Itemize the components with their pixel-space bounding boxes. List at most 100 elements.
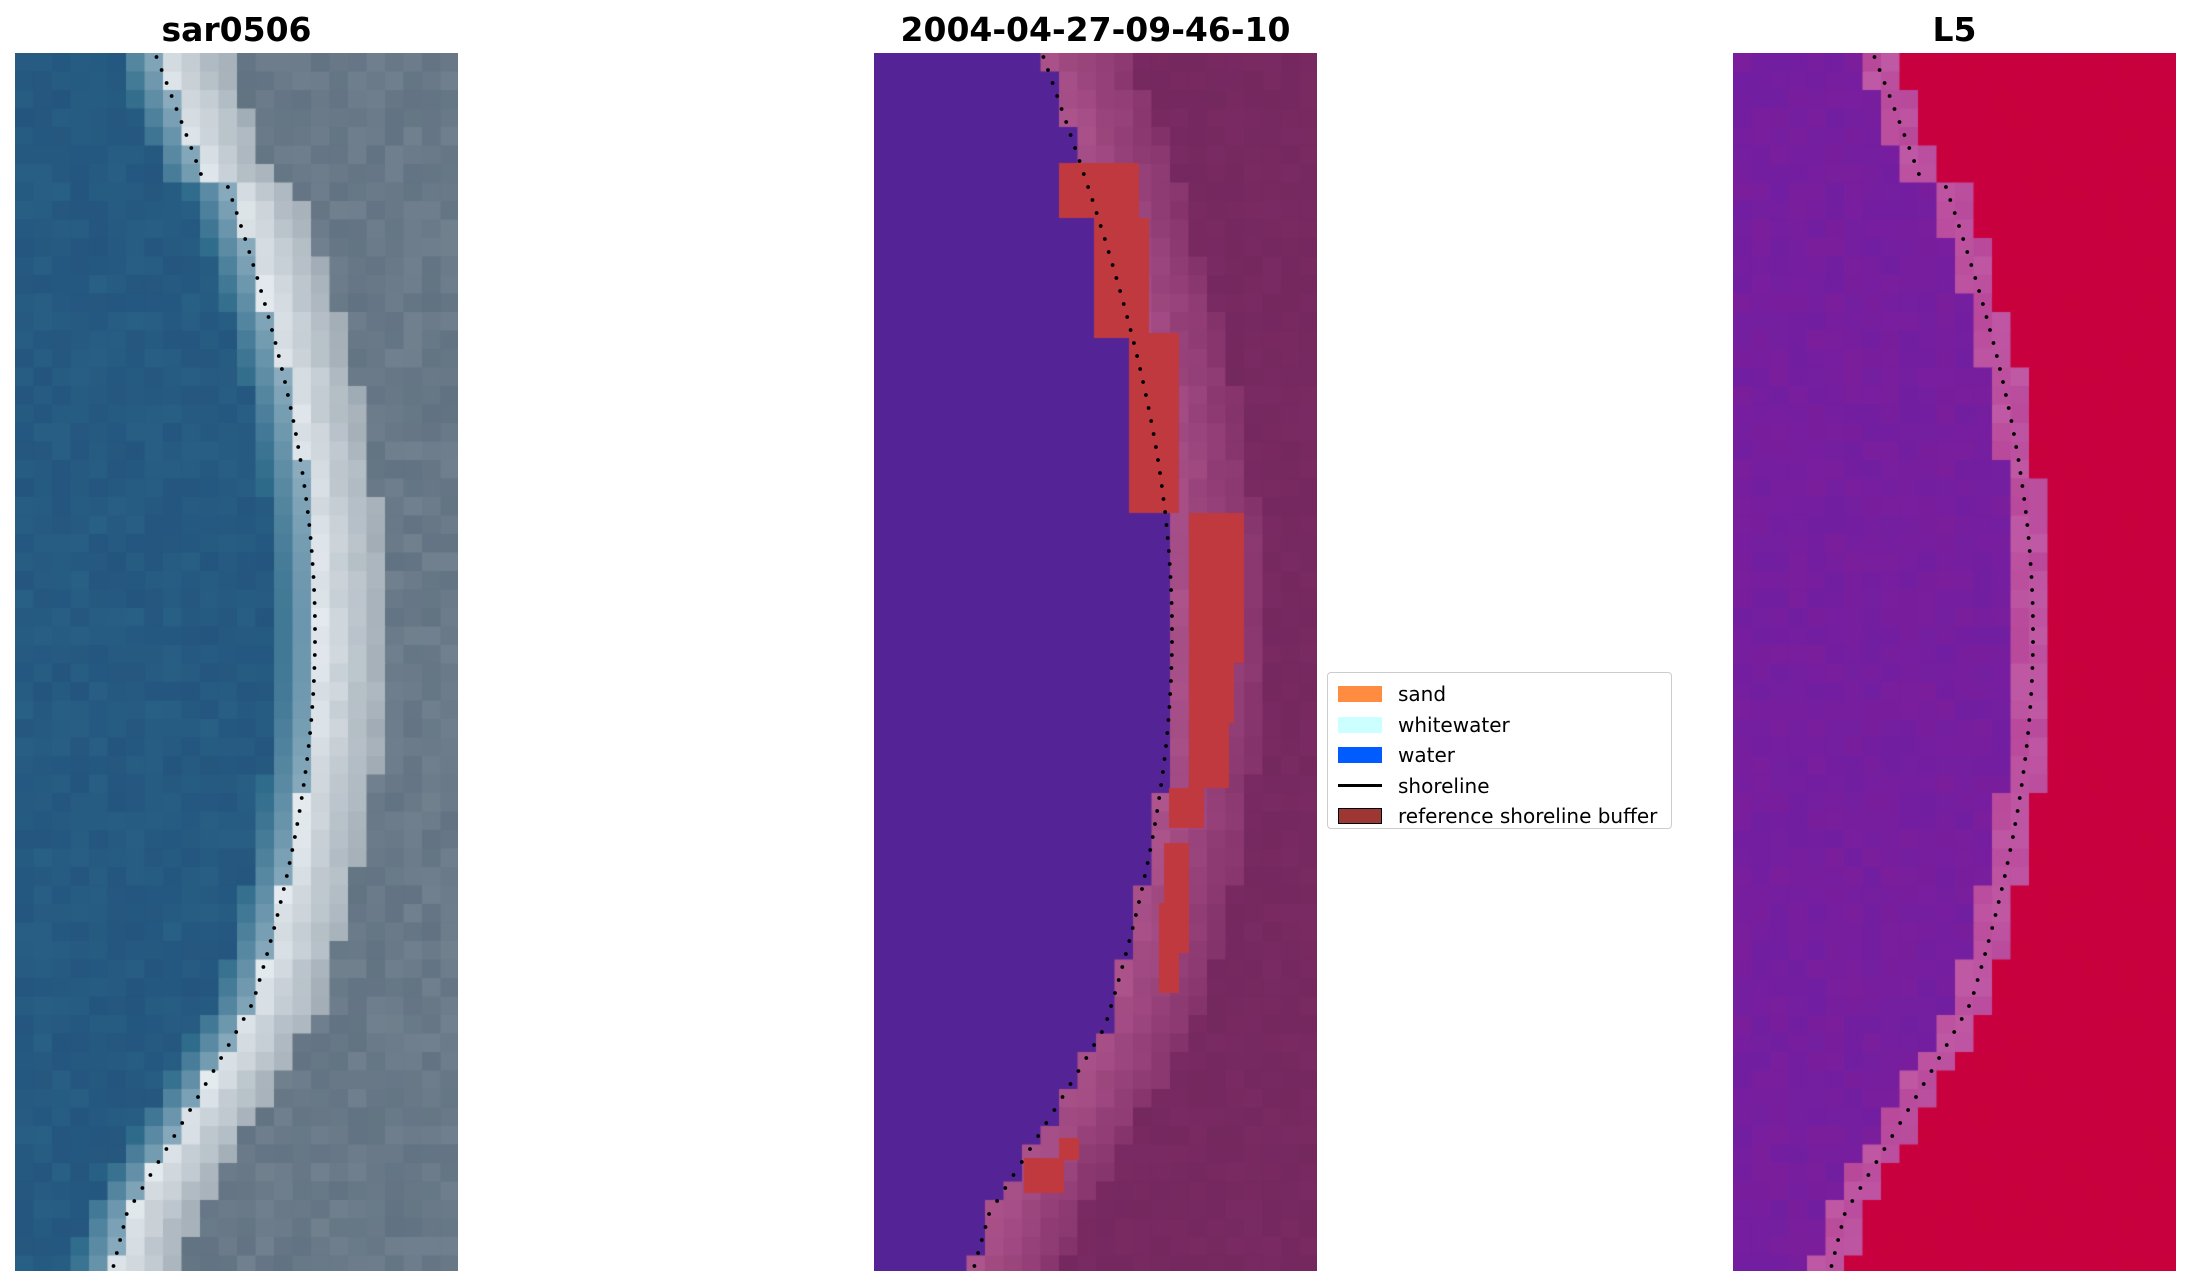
- shoreline-dot: [2017, 796, 2022, 800]
- shoreline-dot: [1159, 484, 1164, 488]
- shoreline-dot: [283, 380, 287, 384]
- shoreline-dot: [219, 1056, 224, 1060]
- shoreline-dot: [1952, 1030, 1957, 1034]
- shoreline-dot: [307, 523, 312, 527]
- shoreline-dot: [118, 1238, 122, 1242]
- legend-label: reference shoreline buffer: [1398, 804, 1658, 829]
- shoreline-dot: [299, 796, 304, 800]
- panel-title-classified: 2004-04-27-09-46-10: [900, 10, 1291, 49]
- shoreline-dot: [243, 237, 248, 241]
- shoreline-dot: [309, 718, 314, 722]
- shoreline-dot: [1106, 250, 1111, 254]
- shoreline-dot: [1998, 367, 2002, 371]
- shoreline-dot: [2023, 510, 2028, 514]
- shoreline-dot: [1161, 770, 1165, 774]
- shoreline-dot: [261, 965, 266, 969]
- shoreline-dot: [1114, 276, 1119, 280]
- shoreline-dot: [1046, 68, 1050, 72]
- shoreline-dot: [140, 1186, 145, 1190]
- shoreline-dot: [249, 1004, 253, 1008]
- shoreline-dot: [1121, 302, 1126, 306]
- classified-image-panel: [874, 53, 1317, 1271]
- shoreline-dot: [1163, 510, 1167, 514]
- shoreline-dot: [1882, 81, 1887, 85]
- shoreline-dot: [2025, 523, 2030, 527]
- shoreline-dot: [2016, 458, 2021, 462]
- sand-swatch: [1338, 686, 1382, 703]
- legend-label: water: [1398, 743, 1455, 768]
- shoreline-dot: [309, 549, 314, 553]
- shoreline-dot: [1975, 978, 1980, 982]
- shoreline-dot: [164, 81, 169, 85]
- shoreline-dot: [1150, 835, 1155, 839]
- shoreline-dot: [2028, 705, 2033, 709]
- shoreline-dot: [2030, 588, 2034, 592]
- shoreline-dot: [995, 1199, 999, 1203]
- shoreline-dot: [194, 159, 199, 163]
- legend-item-water: water: [1338, 740, 1661, 771]
- shoreline-dot: [1118, 289, 1122, 293]
- index-image: [1733, 53, 2176, 1271]
- shoreline-dot: [1169, 653, 1174, 657]
- shoreline-dot: [1141, 380, 1145, 384]
- shoreline-dot: [2027, 718, 2032, 722]
- shoreline-dot: [1986, 939, 1991, 943]
- shoreline-dot: [241, 1017, 246, 1021]
- shoreline-dot: [1912, 159, 1916, 163]
- shoreline-dot: [290, 848, 295, 852]
- shoreline-dot: [1158, 471, 1162, 475]
- shoreline-dot: [1877, 68, 1882, 72]
- shoreline-dot: [2019, 783, 2024, 787]
- legend-item-sand: sand: [1338, 679, 1661, 710]
- shoreline-dot: [1866, 1173, 1871, 1177]
- shoreline-dot: [1102, 237, 1107, 241]
- shoreline-dot: [1977, 289, 1981, 293]
- shoreline-dot: [1858, 1186, 1863, 1190]
- shoreline-dot: [1929, 1069, 1934, 1073]
- shoreline-dot: [1971, 991, 1976, 995]
- shoreline-dot: [156, 1160, 161, 1164]
- shoreline-dot: [1836, 1238, 1840, 1242]
- shoreline-dot: [312, 601, 317, 605]
- shoreline-dot: [312, 588, 316, 592]
- shoreline-dot: [1154, 445, 1158, 449]
- shoreline-dot: [1882, 1147, 1887, 1151]
- shoreline-dot: [273, 341, 278, 345]
- shoreline-dot: [226, 185, 230, 189]
- shoreline-dot: [1128, 328, 1133, 332]
- shoreline-dot: [1164, 523, 1169, 527]
- rgb-image-panel: [15, 53, 458, 1271]
- shoreline-dot: [2008, 848, 2013, 852]
- shoreline-dot: [311, 692, 316, 696]
- shoreline-dot: [1127, 939, 1132, 943]
- shoreline-dot: [1156, 458, 1160, 462]
- shoreline-dot: [1146, 406, 1151, 410]
- shoreline-dot: [2011, 835, 2015, 839]
- shoreline-dot: [2028, 562, 2033, 566]
- shoreline-dot: [1052, 1108, 1057, 1112]
- shoreline-dot: [111, 1264, 116, 1268]
- shoreline-dot: [180, 1121, 185, 1125]
- shoreline-dot: [1135, 354, 1139, 358]
- shoreline-dot: [280, 367, 284, 371]
- shoreline-dot: [2031, 640, 2035, 644]
- shoreline-dot: [2006, 406, 2011, 410]
- shoreline-dot: [312, 679, 316, 683]
- shoreline-dot: [312, 666, 317, 670]
- shoreline-dot: [308, 731, 312, 735]
- shoreline-dot: [1981, 302, 1985, 306]
- shoreline-dot: [1839, 1225, 1844, 1229]
- shoreline-dot: [1162, 757, 1167, 761]
- legend-label: sand: [1398, 682, 1447, 707]
- shoreline-dots-index: [1829, 55, 2035, 1268]
- shoreline-line-sample: [1338, 784, 1382, 788]
- shoreline-dot: [174, 107, 179, 111]
- shoreline-dot: [1092, 1043, 1096, 1047]
- shoreline-dot: [1907, 146, 1912, 150]
- shoreline-dot: [239, 224, 243, 228]
- shoreline-dot: [2026, 536, 2031, 540]
- water-swatch: [1338, 747, 1382, 764]
- shoreline-dot: [2031, 614, 2035, 618]
- shoreline-dot: [310, 562, 315, 566]
- shoreline-dot: [270, 328, 274, 332]
